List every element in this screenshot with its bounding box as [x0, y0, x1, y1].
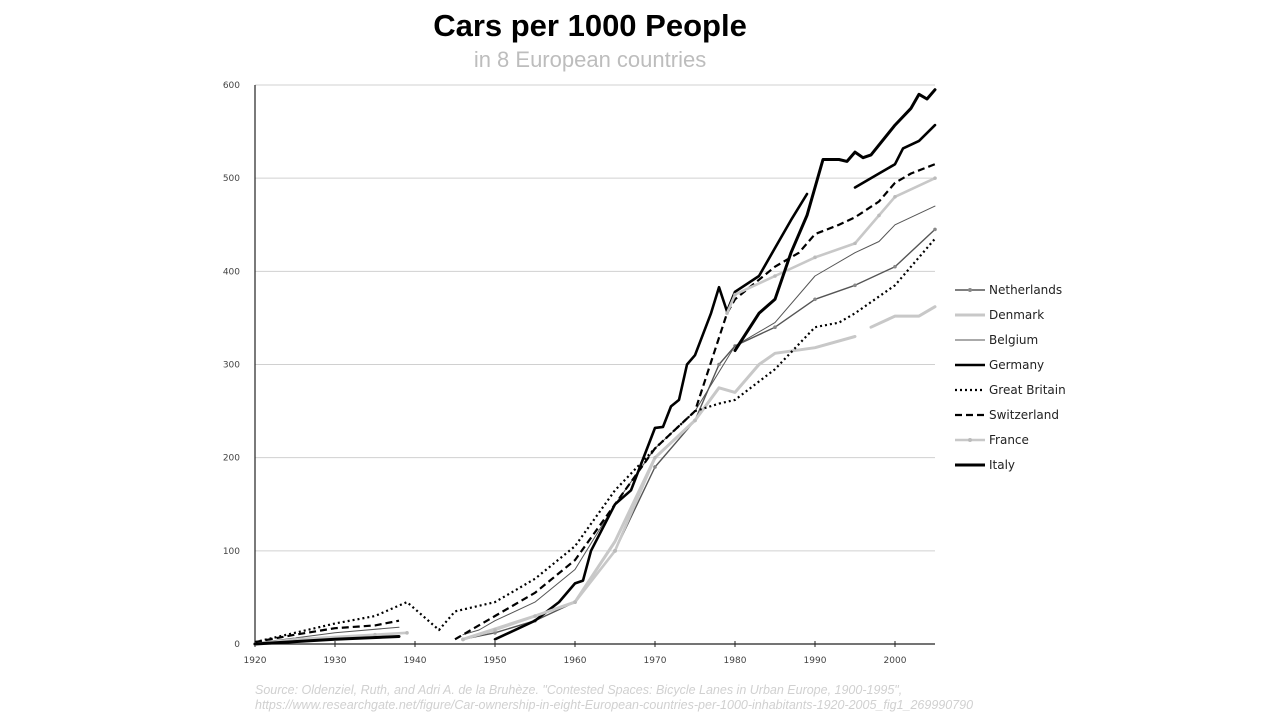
data-point	[653, 465, 657, 469]
legend-entry: Denmark	[955, 308, 1044, 322]
legend-label: Germany	[989, 358, 1044, 372]
legend-entry: Italy	[955, 458, 1015, 472]
data-point	[853, 283, 857, 288]
x-tick-label: 1940	[404, 656, 427, 666]
x-tick-label: 1960	[564, 656, 587, 666]
legend-label: Belgium	[989, 333, 1038, 347]
y-tick-label: 200	[223, 454, 240, 464]
data-point	[893, 195, 897, 199]
series-line	[253, 88, 937, 646]
data-point	[493, 628, 497, 632]
legend-entry: Netherlands	[955, 283, 1062, 297]
legend-label: Italy	[989, 458, 1015, 472]
legend-label: Great Britain	[989, 383, 1066, 397]
series-great-britain	[254, 237, 936, 644]
data-point	[933, 227, 937, 232]
data-point	[717, 362, 721, 367]
data-point	[733, 292, 737, 297]
series-netherlands	[461, 227, 937, 642]
data-point	[373, 632, 377, 637]
series-france	[253, 176, 937, 646]
data-point	[853, 241, 857, 246]
legend-label: Denmark	[989, 308, 1044, 322]
y-tick-label: 300	[223, 361, 240, 371]
source-line-2: https://www.researchgate.net/figure/Car-…	[255, 698, 974, 712]
chart-subtitle: in 8 European countries	[473, 47, 707, 72]
y-tick-label: 100	[223, 547, 240, 557]
x-tick-label: 1970	[644, 656, 667, 666]
data-point	[405, 631, 409, 635]
chart-title: Cars per 1000 People	[433, 8, 747, 43]
data-point	[877, 213, 881, 218]
legend-entry: Switzerland	[955, 408, 1059, 422]
legend-marker	[968, 438, 972, 442]
y-tick-label: 400	[223, 267, 240, 277]
data-point	[773, 274, 777, 278]
legend-entry: Belgium	[955, 333, 1038, 347]
data-point	[533, 614, 537, 618]
series-line	[462, 228, 936, 640]
data-point	[893, 264, 897, 269]
source-citation: Source: Oldenziel, Ruth, and Adri A. de …	[255, 683, 973, 713]
legend-entry: Great Britain	[955, 383, 1066, 397]
x-tick-label: 1980	[724, 656, 747, 666]
data-point	[573, 600, 577, 604]
legend-label: France	[989, 433, 1029, 447]
y-tick-label: 600	[223, 81, 240, 91]
data-point	[493, 631, 497, 635]
data-point	[613, 549, 617, 553]
series-denmark	[461, 305, 937, 641]
y-tick-label: 0	[234, 640, 240, 650]
x-tick-label: 2000	[884, 656, 907, 666]
data-point	[461, 637, 465, 642]
series-switzerland	[254, 163, 936, 644]
legend-label: Netherlands	[989, 283, 1062, 297]
x-tick-label: 1950	[484, 656, 507, 666]
x-tick-label: 1920	[244, 656, 267, 666]
x-tick-label: 1930	[324, 656, 347, 666]
data-point	[725, 311, 729, 316]
y-tick-label: 500	[223, 174, 240, 184]
series-line	[254, 163, 936, 644]
legend-entry: Germany	[955, 358, 1044, 372]
data-point	[773, 325, 777, 330]
data-point	[813, 255, 817, 260]
series-line	[461, 305, 937, 641]
data-point	[693, 418, 697, 423]
x-tick-label: 1990	[804, 656, 827, 666]
series-line	[254, 237, 936, 644]
legend-entry: France	[955, 433, 1029, 447]
data-point	[653, 455, 657, 460]
legend-label: Switzerland	[989, 408, 1059, 422]
source-line-1: Source: Oldenziel, Ruth, and Adri A. de …	[255, 683, 903, 697]
data-point	[933, 176, 937, 180]
data-point	[813, 297, 817, 302]
series-germany	[493, 123, 937, 641]
series-line	[493, 123, 937, 641]
legend-marker	[968, 288, 972, 292]
series-italy	[253, 88, 937, 646]
